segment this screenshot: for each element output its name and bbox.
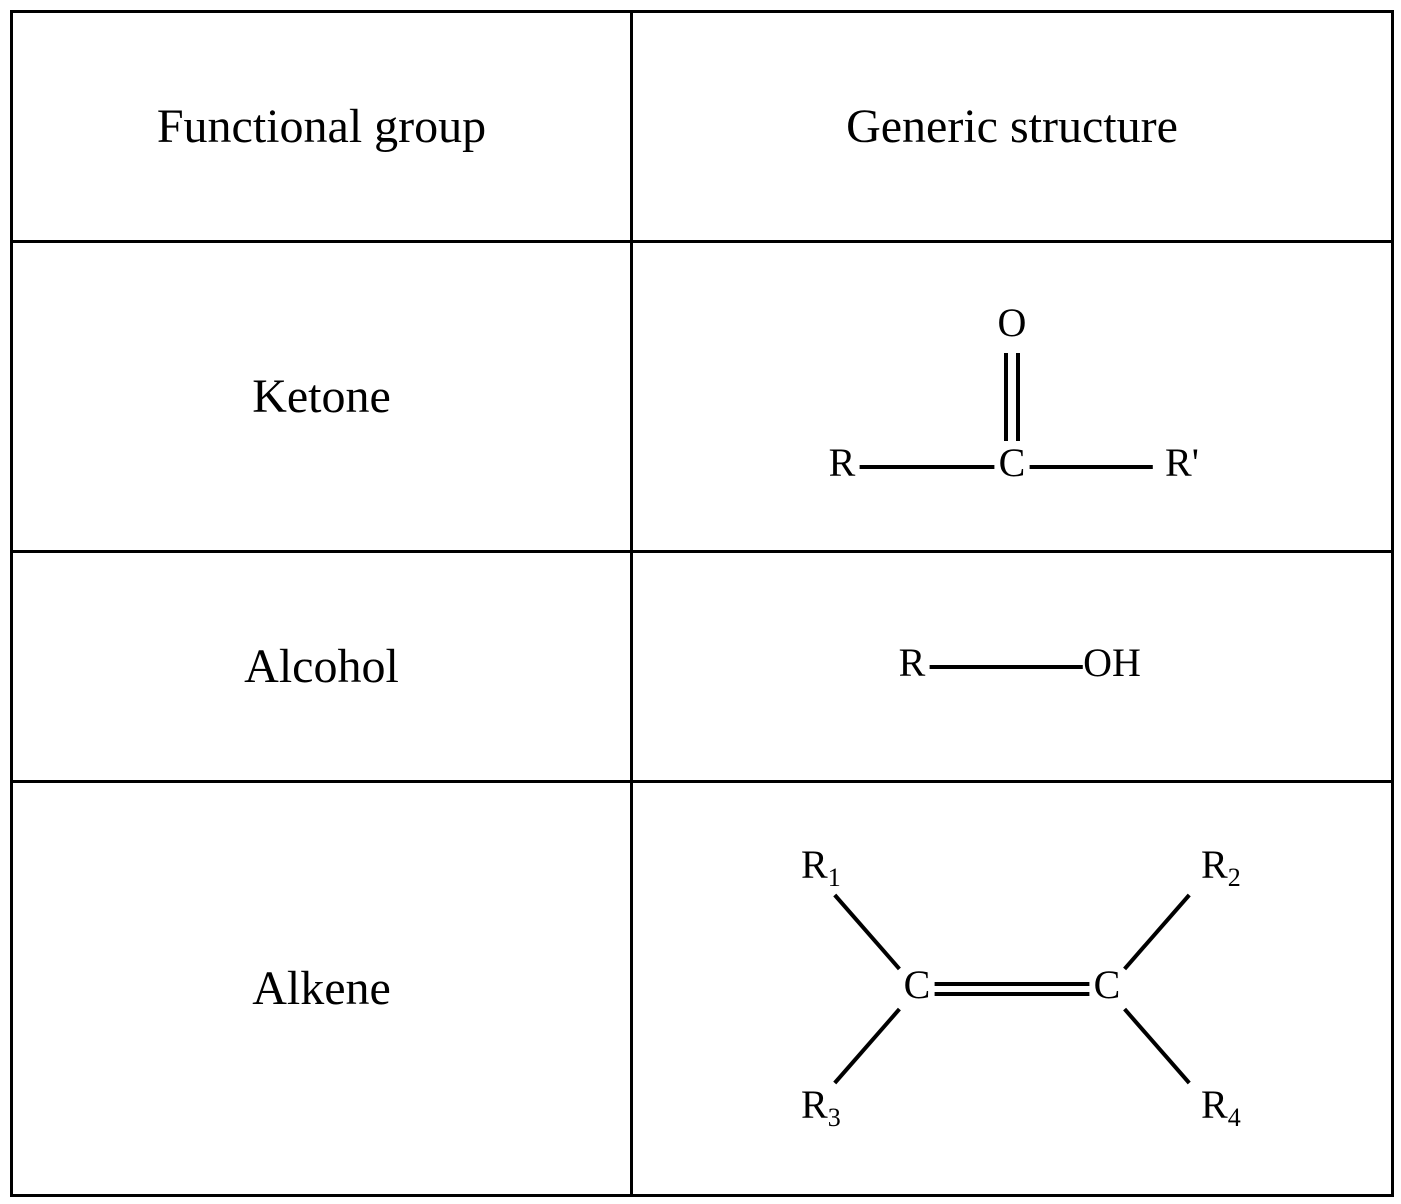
svg-text:C: C — [1094, 962, 1121, 1007]
chem-structure-ketone: R C R' O — [762, 267, 1262, 527]
col-header-functional-group: Functional group — [12, 12, 632, 242]
svg-text:C: C — [999, 440, 1026, 485]
chem-structure-alcohol: R OH — [812, 597, 1212, 737]
fg-structure-alkene: C C R1 R2 R3 R4 — [632, 782, 1393, 1196]
svg-text:R: R — [829, 440, 856, 485]
fg-structure-ketone: R C R' O — [632, 242, 1393, 552]
table-row: Ketone R C R' O — [12, 242, 1393, 552]
chem-structure-alkene: C C R1 R2 R3 R4 — [712, 799, 1312, 1179]
svg-text:R2: R2 — [1201, 842, 1241, 892]
fg-name-alkene: Alkene — [12, 782, 632, 1196]
fg-structure-alcohol: R OH — [632, 552, 1393, 782]
svg-text:R: R — [899, 640, 926, 685]
svg-text:O: O — [998, 300, 1027, 345]
svg-text:OH: OH — [1083, 640, 1141, 685]
fg-name-ketone: Ketone — [12, 242, 632, 552]
page: Functional group Generic structure Keton… — [0, 0, 1401, 1204]
table-row: Alcohol R OH — [12, 552, 1393, 782]
table-row: Alkene C C R1 R2 R3 R4 — [12, 782, 1393, 1196]
svg-text:R1: R1 — [801, 842, 841, 892]
fg-name-alcohol: Alcohol — [12, 552, 632, 782]
table-header-row: Functional group Generic structure — [12, 12, 1393, 242]
svg-text:R': R' — [1165, 440, 1199, 485]
svg-text:R3: R3 — [801, 1082, 841, 1132]
svg-text:C: C — [904, 962, 931, 1007]
functional-group-table: Functional group Generic structure Keton… — [10, 10, 1394, 1197]
col-header-generic-structure: Generic structure — [632, 12, 1393, 242]
svg-text:R4: R4 — [1201, 1082, 1241, 1132]
